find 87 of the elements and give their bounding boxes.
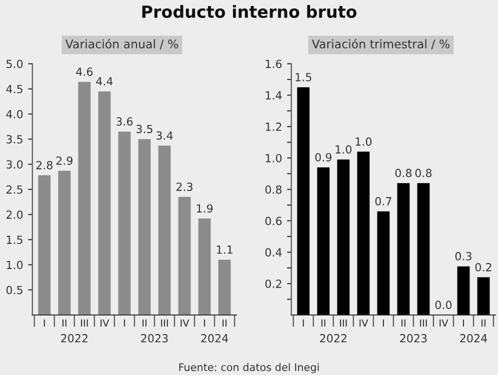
bar (78, 82, 91, 315)
x-tick-label: IV (360, 319, 368, 327)
x-tick-label: I (463, 319, 464, 327)
y-tick-label: 2.5 (6, 185, 22, 194)
data-label: 1.9 (196, 204, 213, 213)
bar (417, 183, 430, 315)
data-label: 0.9 (315, 153, 332, 162)
text: 2022 (320, 334, 346, 342)
bar (178, 196, 191, 315)
x-tick-label: II (321, 319, 326, 327)
x-tick-label: III (161, 319, 168, 327)
y-tick-label: 4.5 (6, 84, 22, 94)
y-tick-label: 0.8 (265, 185, 282, 194)
bar (198, 218, 211, 315)
y-tick-label: 3.5 (6, 135, 22, 144)
y-tick-label: 1.0 (6, 260, 23, 270)
x-tick-label: II (482, 319, 486, 327)
y-tick-label: 1.5 (6, 236, 22, 244)
y-tick-label: 1.4 (266, 91, 282, 100)
source-note: Fuente: con datos del Inegi (179, 363, 319, 374)
y-tick-label: 0.6 (265, 216, 282, 226)
y-tick-label: 3.0 (6, 160, 23, 169)
data-label: 1.1 (216, 246, 232, 254)
y-tick-label: 1.0 (266, 154, 282, 162)
y-tick-label: 0.4 (265, 248, 282, 257)
bar (457, 266, 470, 315)
data-label: 3.4 (156, 131, 173, 140)
y-tick-label: 5.0 (6, 60, 23, 68)
y-tick-label: 0.5 (6, 286, 22, 294)
bar (38, 175, 51, 315)
bar (118, 132, 131, 315)
data-label: 1.0 (356, 137, 372, 146)
text: 2023 (400, 334, 427, 342)
bar (158, 146, 171, 315)
bar (377, 211, 390, 315)
bar (218, 260, 231, 315)
data-label: 3.6 (116, 117, 133, 126)
x-tick-label: I (382, 319, 384, 327)
x-tick-label: II (62, 319, 66, 327)
chart-subtitle: Variación anual / % (65, 38, 178, 50)
bar (477, 277, 490, 315)
bar (337, 160, 350, 315)
data-label: 0.3 (455, 252, 472, 260)
x-tick-label: II (142, 319, 146, 327)
data-label: 2.3 (176, 182, 192, 191)
bar (317, 167, 330, 315)
y-tick-label: 4.0 (6, 110, 23, 118)
text: 2023 (141, 334, 168, 342)
bar (58, 170, 71, 315)
x-tick-label: IV (440, 319, 448, 327)
data-label: 2.9 (56, 156, 72, 165)
y-tick-label: 1.6 (266, 60, 282, 68)
x-tick-label: II (402, 319, 406, 327)
y-tick-label: 0.2 (265, 280, 282, 288)
bar (297, 87, 310, 315)
x-tick-label: II (222, 319, 226, 327)
bar (138, 139, 151, 315)
x-tick-label: IV (100, 319, 110, 327)
x-tick-label: I (124, 319, 125, 327)
x-tick-label: III (340, 319, 347, 327)
data-label: 4.6 (76, 68, 93, 76)
chart-title: Producto interno bruto (142, 5, 356, 18)
data-label: 4.4 (96, 77, 113, 86)
bar (357, 152, 370, 315)
data-label: 0.8 (395, 168, 412, 178)
bar (397, 183, 410, 315)
data-label: 1.0 (336, 145, 352, 154)
y-tick-label: 1.2 (266, 122, 282, 131)
text: 2022 (61, 334, 88, 342)
x-tick-label: I (302, 319, 304, 327)
text: 2024 (201, 334, 228, 342)
data-label: 0.7 (375, 197, 392, 206)
y-tick-label: 2.0 (6, 210, 23, 219)
x-tick-label: I (204, 319, 205, 327)
data-label: 2.8 (36, 160, 52, 170)
data-label: 0.2 (475, 262, 492, 272)
x-tick-label: IV (180, 319, 190, 327)
x-tick-label: I (44, 319, 45, 327)
x-tick-label: III (81, 319, 88, 327)
text: 2024 (460, 334, 488, 342)
data-label: 1.5 (296, 73, 312, 82)
chart-subtitle: Variación trimestral / % (312, 38, 450, 50)
x-tick-label: III (420, 319, 427, 327)
data-label: 3.5 (136, 124, 152, 134)
data-label: 0.8 (415, 168, 432, 178)
bar (98, 91, 111, 315)
data-label: 0.0 (435, 300, 452, 310)
